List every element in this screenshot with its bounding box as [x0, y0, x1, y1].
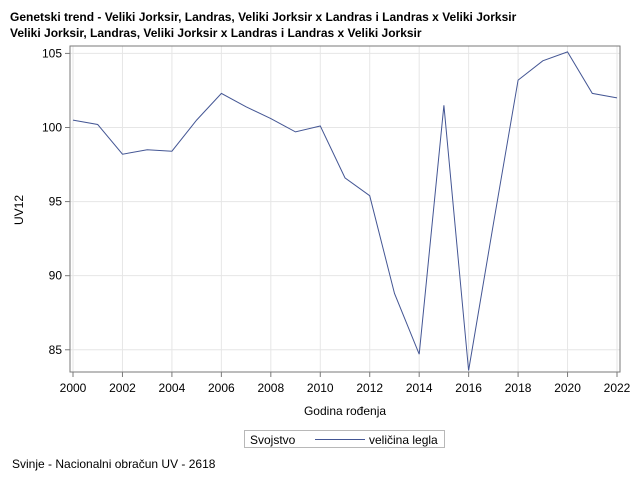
- data-point: [417, 352, 421, 356]
- grid: [70, 46, 620, 372]
- x-tick-label: 2000: [60, 381, 87, 395]
- series-line: [72, 51, 618, 371]
- data-point: [96, 123, 100, 127]
- data-point: [566, 50, 570, 54]
- data-point: [615, 96, 619, 100]
- x-axis: 2000 2002 2004 2006 2008 2010 2012 2014 2016 2018…: [60, 372, 631, 395]
- legend: Svojstvo veličina legla: [244, 430, 445, 448]
- data-point: [590, 91, 594, 95]
- x-tick-label: 2008: [257, 381, 284, 395]
- data-point: [294, 130, 298, 134]
- plot-frame: [69, 45, 621, 373]
- x-tick-label: 2010: [307, 381, 334, 395]
- data-point: [541, 59, 545, 63]
- data-point: [368, 194, 372, 198]
- chart-subtitle: Veliki Jorksir, Landras, Veliki Jorksir …: [10, 26, 422, 40]
- data-point: [392, 291, 396, 295]
- series-layer: [71, 50, 619, 373]
- footnote: Svinje - Nacionalni obračun UV - 2618: [12, 457, 216, 471]
- legend-title: Svojstvo: [250, 433, 296, 447]
- legend-series-label: veličina legla: [369, 433, 438, 447]
- x-tick-label: 2002: [109, 381, 136, 395]
- data-point: [195, 118, 199, 122]
- data-point: [343, 176, 347, 180]
- data-point: [269, 117, 273, 121]
- data-point: [71, 118, 75, 122]
- data-point: [318, 124, 322, 128]
- data-point: [491, 222, 495, 226]
- x-tick-label: 2012: [356, 381, 383, 395]
- x-tick-label: 2004: [159, 381, 186, 395]
- y-tick-label: 85: [49, 343, 63, 357]
- data-point: [244, 105, 248, 109]
- data-point: [170, 149, 174, 153]
- y-axis: 85 90 95 100 105: [42, 46, 70, 357]
- data-point: [442, 103, 446, 107]
- y-tick-label: 90: [49, 269, 63, 283]
- x-axis-label: Godina rođenja: [304, 404, 386, 418]
- y-tick-label: 100: [42, 121, 62, 135]
- x-tick-label: 2022: [604, 381, 631, 395]
- x-tick-label: 2016: [455, 381, 482, 395]
- legend-line-swatch: [315, 439, 365, 440]
- x-tick-label: 2014: [406, 381, 433, 395]
- y-axis-label: UV12: [12, 195, 26, 225]
- y-tick-label: 105: [42, 46, 62, 60]
- x-tick-label: 2006: [208, 381, 235, 395]
- x-tick-label: 2018: [505, 381, 532, 395]
- data-point: [467, 369, 471, 373]
- data-point: [145, 148, 149, 152]
- x-tick-label: 2020: [554, 381, 581, 395]
- chart-title: Genetski trend - Veliki Jorksir, Landras…: [10, 10, 517, 24]
- data-point: [219, 91, 223, 95]
- data-point: [120, 152, 124, 156]
- y-tick-label: 95: [49, 195, 63, 209]
- data-point: [516, 78, 520, 82]
